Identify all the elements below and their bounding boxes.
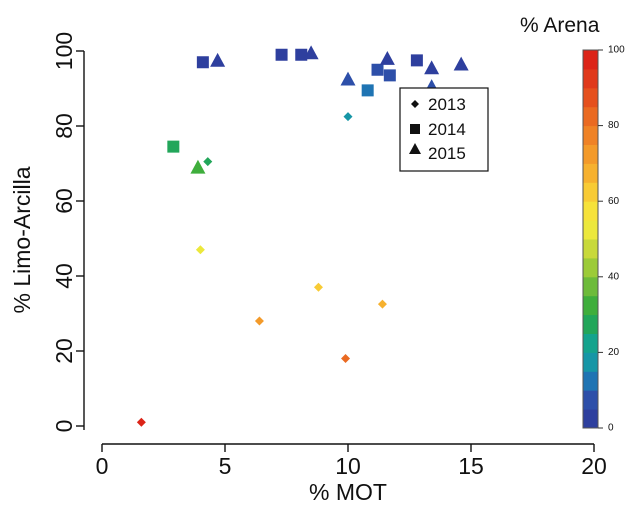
colorbar-band bbox=[583, 352, 598, 372]
colorbar-tick-label: 40 bbox=[608, 271, 620, 282]
colorbar-band bbox=[583, 371, 598, 391]
colorbar-tick-label: 20 bbox=[608, 347, 620, 358]
data-point-2014-square bbox=[410, 54, 423, 67]
data-point-2014-square bbox=[361, 84, 374, 97]
colorbar-band bbox=[583, 409, 598, 429]
data-point-2014-square bbox=[383, 69, 396, 82]
x-tick-label: 20 bbox=[581, 453, 607, 479]
data-point-2013-diamond bbox=[341, 354, 351, 363]
x-ticks: 0 5 10 15 20 bbox=[96, 444, 607, 479]
colorbar-band bbox=[583, 201, 598, 221]
colorbar-band bbox=[583, 106, 598, 127]
data-point-2015-triangle bbox=[453, 56, 469, 71]
x-axis-label: % MOT bbox=[309, 479, 387, 505]
y-tick-label: 100 bbox=[51, 32, 77, 70]
colorbar-band bbox=[583, 68, 598, 89]
y-ticks: 0 20 40 60 80 100 bbox=[51, 32, 84, 433]
legend-square-icon bbox=[410, 124, 420, 134]
data-point-2015-triangle bbox=[424, 60, 440, 75]
x-tick-label: 10 bbox=[335, 453, 361, 479]
colorbar-ticks: 0 20 40 60 80 100 bbox=[598, 45, 625, 434]
x-tick-label: 0 bbox=[96, 453, 109, 479]
data-point-2013-diamond bbox=[377, 299, 387, 309]
data-point-2014-square bbox=[196, 56, 209, 69]
y-tick-label: 80 bbox=[51, 113, 77, 139]
colorbar-band bbox=[583, 314, 598, 334]
colorbar-band bbox=[583, 276, 598, 297]
data-point-2014-square bbox=[371, 63, 384, 76]
x-tick-label: 15 bbox=[458, 453, 484, 479]
colorbar-tick-label: 100 bbox=[608, 45, 625, 56]
colorbar-band bbox=[583, 125, 598, 145]
data-point-2015-triangle bbox=[210, 52, 226, 67]
colorbar-band bbox=[583, 50, 598, 70]
data-point-2013-diamond bbox=[203, 157, 213, 167]
colorbar-frame bbox=[582, 49, 599, 429]
colorbar-title: % Arena bbox=[520, 14, 600, 37]
colorbar-band bbox=[583, 220, 598, 240]
data-point-2015-triangle bbox=[340, 71, 356, 86]
data-points bbox=[136, 45, 469, 427]
y-tick-label: 60 bbox=[51, 188, 77, 214]
data-point-2014-square bbox=[295, 48, 308, 61]
colorbar-tick-label: 80 bbox=[608, 120, 620, 131]
legend-triangle-icon bbox=[409, 143, 421, 154]
data-point-2013-diamond bbox=[313, 282, 323, 292]
colorbar-tick-label: 0 bbox=[608, 423, 614, 434]
legend: 2013 2014 2015 bbox=[399, 87, 489, 172]
data-point-2013-diamond bbox=[343, 112, 353, 122]
colorbar-band bbox=[583, 295, 598, 316]
colorbar-band bbox=[583, 390, 598, 410]
data-point-2014-square bbox=[275, 48, 288, 61]
x-tick-label: 5 bbox=[219, 453, 232, 479]
data-point-2015-triangle bbox=[379, 51, 395, 65]
colorbar-band bbox=[583, 239, 598, 259]
colorbar-band bbox=[583, 163, 598, 183]
y-axis-label: % Limo-Arcilla bbox=[9, 166, 35, 313]
data-point-2013-diamond bbox=[136, 417, 146, 427]
data-point-2014-square bbox=[167, 140, 180, 153]
colorbar-tick-label: 60 bbox=[608, 196, 620, 207]
legend-label-2015: 2015 bbox=[428, 144, 466, 163]
y-tick-label: 20 bbox=[51, 338, 77, 364]
colorbar-band bbox=[583, 182, 598, 202]
colorbar-band bbox=[583, 87, 598, 108]
y-tick-label: 0 bbox=[51, 420, 77, 433]
data-point-2013-diamond bbox=[195, 245, 205, 255]
colorbar-band bbox=[583, 257, 598, 278]
legend-label-2013: 2013 bbox=[428, 95, 466, 114]
legend-diamond-icon bbox=[411, 100, 419, 108]
colorbar-band bbox=[583, 144, 598, 164]
legend-label-2014: 2014 bbox=[428, 120, 466, 139]
data-point-2015-triangle bbox=[190, 159, 206, 174]
y-tick-label: 40 bbox=[51, 263, 77, 289]
data-point-2013-diamond bbox=[254, 316, 264, 326]
colorbar bbox=[583, 50, 598, 429]
colorbar-band bbox=[583, 333, 598, 353]
data-point-2015-triangle bbox=[303, 45, 319, 60]
